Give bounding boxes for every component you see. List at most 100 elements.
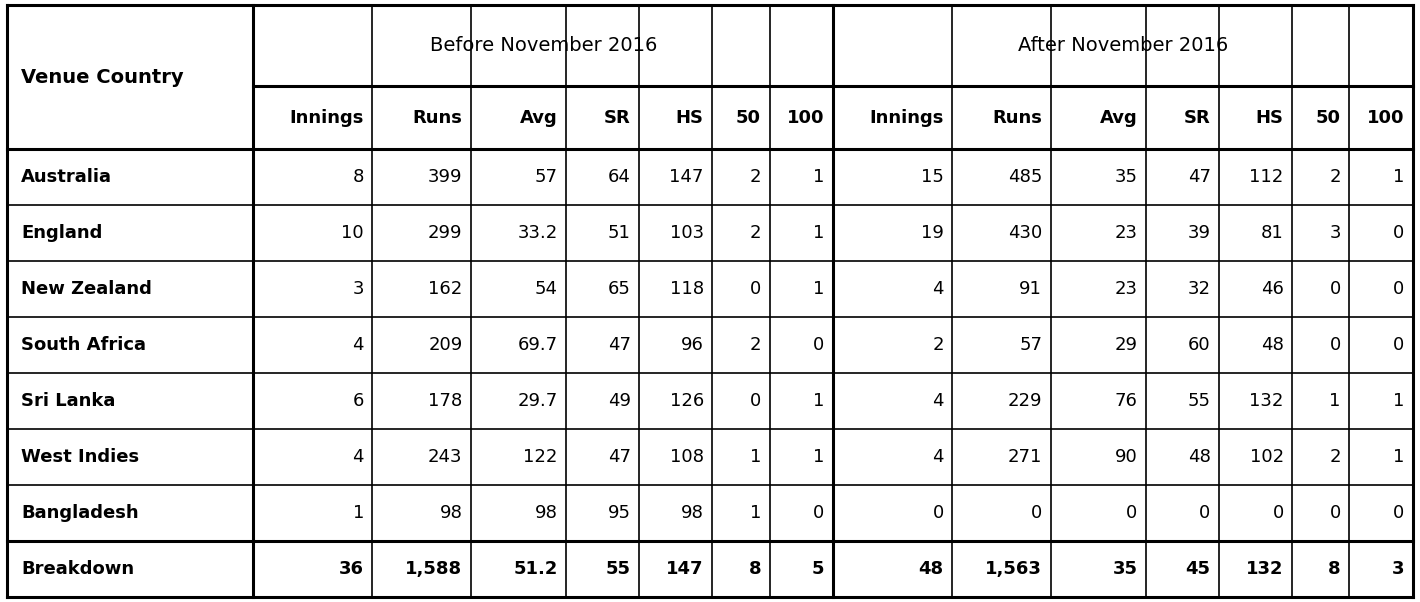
Text: 33.2: 33.2 [517,225,558,242]
Text: 1: 1 [750,448,761,466]
Text: 147: 147 [666,560,704,578]
Text: 162: 162 [429,281,463,298]
Text: 3: 3 [352,281,364,298]
Text: 0: 0 [814,337,825,354]
Text: 271: 271 [1008,448,1042,466]
Text: 91: 91 [1020,281,1042,298]
Text: 8: 8 [1328,560,1340,578]
Text: 6: 6 [352,393,364,410]
Text: 98: 98 [682,504,704,522]
Text: 49: 49 [608,393,630,410]
Text: 1: 1 [750,504,761,522]
Text: 36: 36 [339,560,364,578]
Text: 5: 5 [812,560,825,578]
Text: Breakdown: Breakdown [21,560,135,578]
Text: Bangladesh: Bangladesh [21,504,139,522]
Text: 46: 46 [1261,281,1284,298]
Text: 23: 23 [1115,225,1137,242]
Text: 485: 485 [1008,169,1042,186]
Text: 108: 108 [670,448,704,466]
Text: Runs: Runs [993,109,1042,126]
Text: 1,588: 1,588 [405,560,463,578]
Text: Australia: Australia [21,169,112,186]
Text: 1: 1 [1393,169,1404,186]
Text: 69.7: 69.7 [518,337,558,354]
Text: 0: 0 [1393,337,1404,354]
Text: 23: 23 [1115,281,1137,298]
Text: 0: 0 [933,504,944,522]
Text: Avg: Avg [1099,109,1137,126]
Text: 10: 10 [341,225,364,242]
Text: 51: 51 [608,225,630,242]
Text: 0: 0 [1393,504,1404,522]
Text: 2: 2 [750,225,761,242]
Text: 47: 47 [608,337,630,354]
Text: 0: 0 [1200,504,1211,522]
Text: 96: 96 [682,337,704,354]
Text: 299: 299 [427,225,463,242]
Text: SR: SR [604,109,630,126]
Text: 2: 2 [750,169,761,186]
Text: 4: 4 [352,337,364,354]
Text: 112: 112 [1250,169,1284,186]
Text: 243: 243 [427,448,463,466]
Text: 55: 55 [606,560,630,578]
Text: 95: 95 [608,504,630,522]
Text: 0: 0 [1272,504,1284,522]
Text: 57: 57 [535,169,558,186]
Text: 132: 132 [1250,393,1284,410]
Text: Innings: Innings [290,109,364,126]
Text: 3: 3 [1329,225,1340,242]
Text: 100: 100 [1367,109,1404,126]
Text: 98: 98 [535,504,558,522]
Text: 98: 98 [440,504,463,522]
Text: 0: 0 [1393,281,1404,298]
Text: 1: 1 [814,281,825,298]
Text: 47: 47 [608,448,630,466]
Text: 229: 229 [1008,393,1042,410]
Text: 103: 103 [670,225,704,242]
Text: 100: 100 [787,109,825,126]
Text: 1: 1 [1393,448,1404,466]
Text: 48: 48 [1187,448,1211,466]
Text: 54: 54 [535,281,558,298]
Text: 50: 50 [1316,109,1340,126]
Text: 8: 8 [352,169,364,186]
Text: 64: 64 [608,169,630,186]
Text: Avg: Avg [520,109,558,126]
Text: 3: 3 [1392,560,1404,578]
Text: Before November 2016: Before November 2016 [429,36,657,55]
Text: Innings: Innings [869,109,944,126]
Text: 57: 57 [1020,337,1042,354]
Text: 0: 0 [1126,504,1137,522]
Text: 45: 45 [1186,560,1211,578]
Text: 122: 122 [524,448,558,466]
Text: HS: HS [676,109,704,126]
Text: 4: 4 [932,281,944,298]
Text: 1: 1 [814,448,825,466]
Text: 90: 90 [1115,448,1137,466]
Text: 132: 132 [1247,560,1284,578]
Text: 2: 2 [932,337,944,354]
Text: 4: 4 [932,393,944,410]
Text: 1,563: 1,563 [985,560,1042,578]
Text: 76: 76 [1115,393,1137,410]
Text: 0: 0 [1393,225,1404,242]
Text: England: England [21,225,102,242]
Text: 102: 102 [1250,448,1284,466]
Text: 65: 65 [608,281,630,298]
Text: 430: 430 [1008,225,1042,242]
Text: 47: 47 [1187,169,1211,186]
Text: 0: 0 [750,393,761,410]
Text: Venue Country: Venue Country [21,67,185,87]
Text: West Indies: West Indies [21,448,139,466]
Text: 178: 178 [429,393,463,410]
Text: 8: 8 [748,560,761,578]
Text: New Zealand: New Zealand [21,281,152,298]
Text: 4: 4 [932,448,944,466]
Text: 39: 39 [1187,225,1211,242]
Text: 399: 399 [427,169,463,186]
Text: 0: 0 [1329,281,1340,298]
Text: 50: 50 [736,109,761,126]
Text: 51.2: 51.2 [514,560,558,578]
